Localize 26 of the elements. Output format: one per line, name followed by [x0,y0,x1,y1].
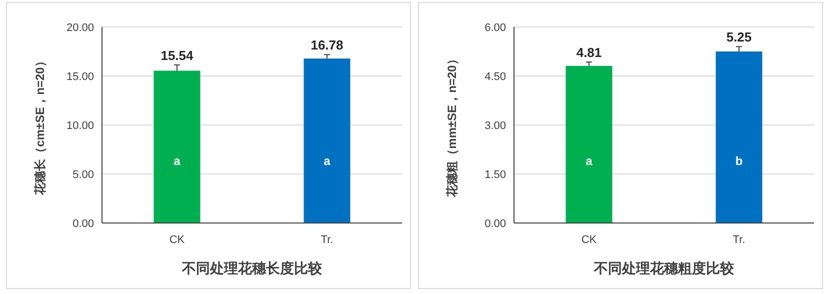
y-tick-label: 0.00 [484,218,506,230]
y-tick-label: 6.00 [484,22,506,34]
annotation: a [174,154,181,168]
x-axis-title: 不同处理花穗粗度比较 [593,260,735,276]
data-label: 15.54 [160,48,194,63]
x-tick-label: Tr. [320,234,334,246]
x-tick-label: CK [581,234,598,246]
annotation: a [324,154,331,168]
x-tick-label: CK [169,234,186,246]
annotation: b [735,154,743,168]
y-tick-label: 0.00 [72,218,94,230]
annotation: a [586,154,593,168]
y-tick-label: 20.00 [66,22,94,34]
y-tick-label: 1.50 [484,169,506,181]
y-axis-title: 花穗粗（mm±SE，n=20） [445,53,459,198]
y-tick-label: 15.00 [66,71,94,83]
y-tick-label: 4.50 [484,71,506,83]
y-tick-label: 3.00 [484,120,506,132]
data-label: 5.25 [726,30,752,45]
data-label: 16.78 [310,38,344,53]
x-tick-label: Tr. [732,234,746,246]
x-axis-title: 不同处理花穗长度比较 [181,260,323,276]
y-tick-label: 5.00 [72,169,94,181]
y-tick-label: 10.00 [66,120,94,132]
data-label: 4.81 [576,44,602,60]
y-axis-title: 花穗长（cm±SE，n=20） [33,55,47,196]
